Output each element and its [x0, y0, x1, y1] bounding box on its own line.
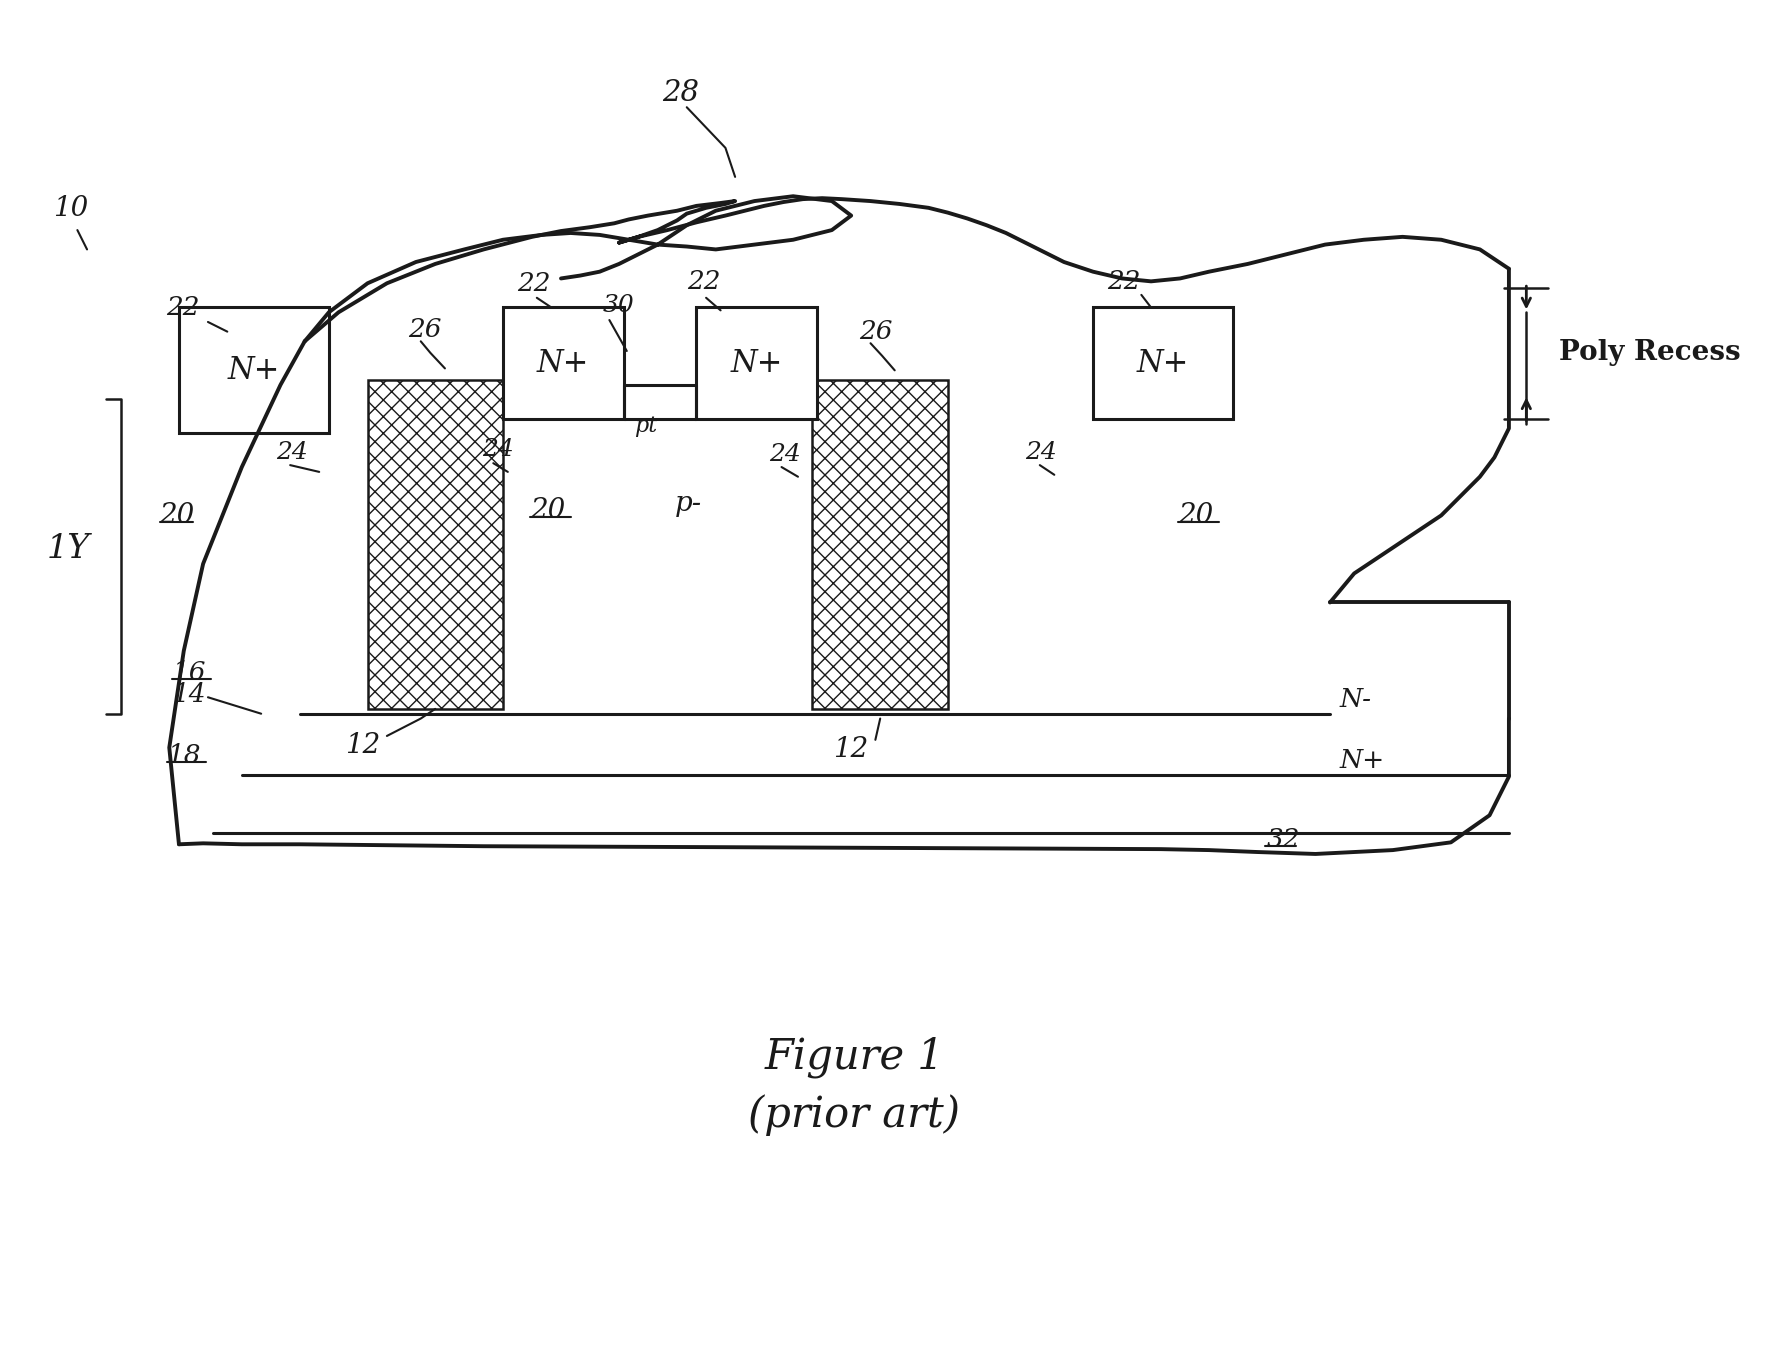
- Text: 12: 12: [345, 732, 380, 759]
- Bar: [178, 308, 329, 434]
- Text: 30: 30: [603, 295, 634, 317]
- Text: Poly Recess: Poly Recess: [1558, 339, 1740, 366]
- Text: 22: 22: [518, 270, 551, 296]
- Bar: [504, 308, 624, 419]
- Bar: [1094, 308, 1233, 419]
- Text: 1Y: 1Y: [46, 534, 90, 565]
- Bar: [813, 380, 947, 709]
- Text: 26: 26: [859, 319, 892, 345]
- Text: 12: 12: [834, 736, 869, 763]
- Bar: [368, 380, 504, 709]
- Text: 24: 24: [482, 438, 514, 461]
- Text: 22: 22: [166, 295, 200, 320]
- Text: 26: 26: [408, 317, 442, 342]
- Text: p-: p-: [675, 490, 701, 517]
- Text: Figure 1
(prior art): Figure 1 (prior art): [747, 1036, 959, 1136]
- Text: N+: N+: [537, 349, 588, 380]
- Text: 24: 24: [1025, 440, 1057, 463]
- Text: 22: 22: [1108, 269, 1141, 295]
- Text: N+: N+: [1339, 747, 1385, 773]
- Text: 20: 20: [159, 503, 194, 530]
- Text: 16: 16: [171, 659, 205, 685]
- Text: N+: N+: [228, 355, 279, 386]
- Text: 18: 18: [168, 743, 201, 767]
- Text: 22: 22: [687, 269, 721, 295]
- Text: 20: 20: [530, 497, 565, 524]
- Text: 10: 10: [53, 195, 88, 222]
- Bar: [696, 308, 818, 419]
- Text: 32: 32: [1267, 827, 1301, 852]
- Text: 24: 24: [769, 443, 800, 466]
- Text: 28: 28: [663, 78, 700, 107]
- Text: N+: N+: [1136, 349, 1189, 380]
- Text: 20: 20: [1179, 503, 1214, 530]
- Text: 14: 14: [171, 682, 205, 707]
- Text: N+: N+: [730, 349, 783, 380]
- Text: 24: 24: [276, 440, 307, 463]
- Text: pt: pt: [634, 415, 657, 438]
- Text: N-: N-: [1339, 686, 1371, 712]
